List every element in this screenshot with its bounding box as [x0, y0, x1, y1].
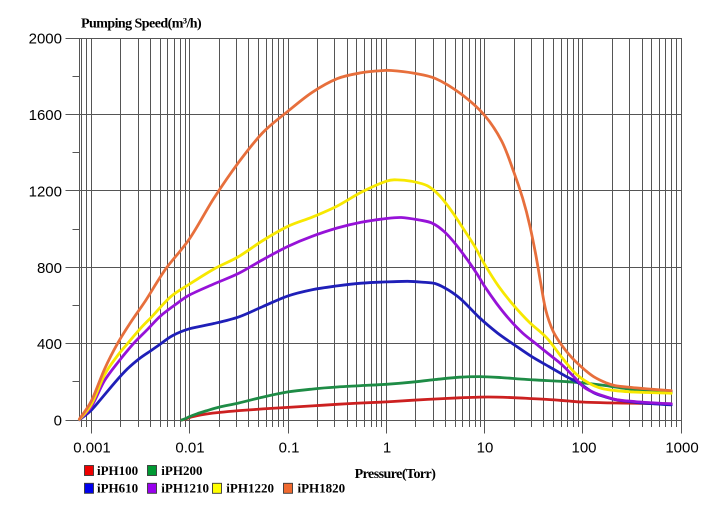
svg-text:iPH1210: iPH1210 — [161, 481, 209, 496]
svg-text:iPH610: iPH610 — [97, 481, 138, 496]
svg-text:2000: 2000 — [29, 31, 62, 48]
svg-text:0.001: 0.001 — [73, 440, 111, 457]
svg-text:Pressure(Torr): Pressure(Torr) — [355, 467, 437, 482]
svg-text:10: 10 — [477, 440, 494, 457]
svg-text:400: 400 — [37, 336, 62, 353]
svg-text:100: 100 — [571, 440, 596, 457]
svg-text:1: 1 — [383, 440, 391, 457]
svg-text:800: 800 — [37, 260, 62, 277]
svg-text:0: 0 — [54, 413, 62, 430]
svg-text:1200: 1200 — [29, 183, 62, 200]
svg-text:iPH1220: iPH1220 — [226, 481, 274, 496]
svg-text:1600: 1600 — [29, 107, 62, 124]
svg-text:iPH1820: iPH1820 — [298, 481, 346, 496]
svg-text:1000: 1000 — [665, 440, 698, 457]
svg-text:0.01: 0.01 — [175, 440, 204, 457]
svg-text:iPH200: iPH200 — [161, 463, 202, 478]
svg-text:Pumping Speed(m³/h): Pumping Speed(m³/h) — [81, 17, 202, 32]
svg-text:iPH100: iPH100 — [97, 463, 138, 478]
svg-text:0.1: 0.1 — [279, 440, 300, 457]
